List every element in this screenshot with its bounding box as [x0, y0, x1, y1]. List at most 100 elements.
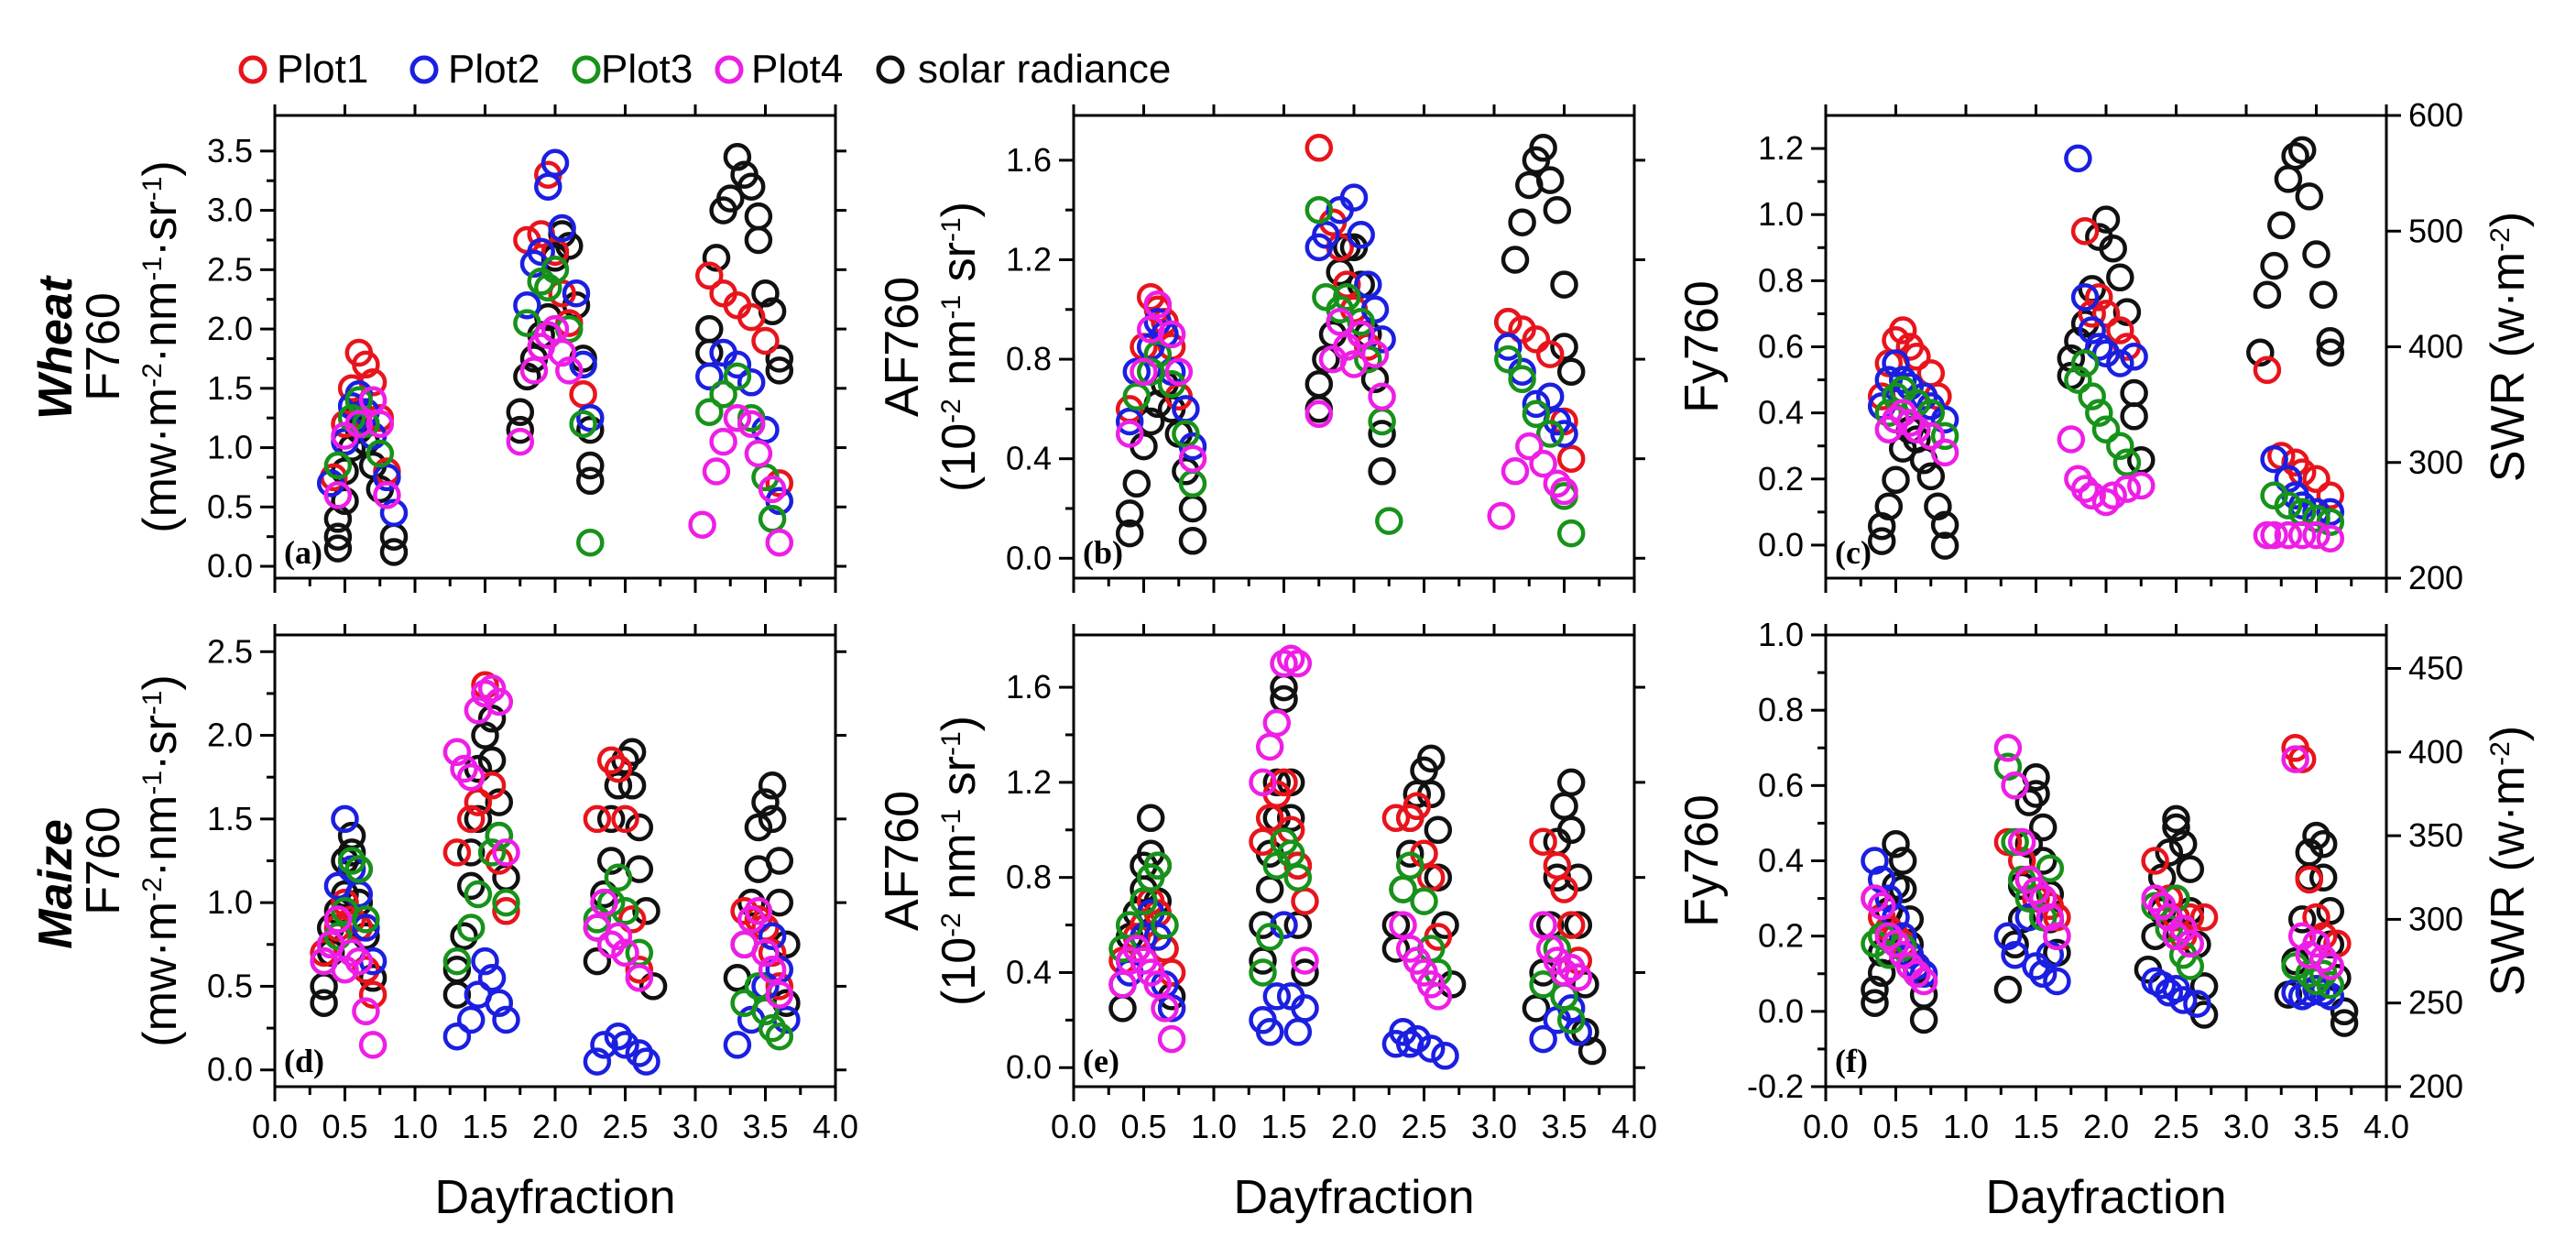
point-solar-radiance [1909, 1005, 1938, 1034]
y-tick-label: 1.2 [1006, 763, 1052, 801]
y-axis-label: Fy760 [1675, 794, 1729, 927]
point-plot3 [1143, 851, 1173, 880]
point-solar-radiance [765, 847, 794, 875]
legend-label-plot4: Plot4 [751, 47, 843, 92]
point-plot1 [737, 302, 766, 332]
point-plot2 [2043, 967, 2071, 996]
point-plot1 [1333, 270, 1361, 299]
point-plot4 [548, 338, 576, 367]
point-plot2 [485, 989, 514, 1017]
point-plot1 [1556, 444, 1586, 473]
point-solar-radiance [506, 415, 535, 444]
x-tick-label: 0.0 [1803, 1108, 1849, 1145]
point-solar-radiance [596, 804, 626, 834]
point-plot4 [2007, 827, 2036, 857]
point-plot4 [1424, 982, 1453, 1011]
point-plot4 [1115, 420, 1144, 448]
point-solar-radiance [2316, 338, 2345, 367]
point-solar-radiance [1136, 407, 1165, 436]
point-plot4 [1151, 994, 1179, 1023]
point-plot2 [1535, 382, 1565, 411]
point-solar-radiance [1861, 975, 1889, 1004]
point-solar-radiance [1888, 434, 1917, 463]
point-plot3 [2078, 382, 2106, 410]
point-plot3 [1347, 308, 1375, 336]
point-plot4 [2309, 945, 2338, 973]
point-plot3 [1354, 345, 1382, 374]
data-points [1867, 136, 2345, 560]
point-solar-radiance [2295, 182, 2324, 211]
point-plot3 [751, 997, 780, 1026]
point-plot3 [1410, 887, 1438, 915]
point-plot1 [2253, 356, 2282, 385]
point-plot3 [2162, 884, 2190, 913]
point-plot2 [611, 1031, 639, 1059]
point-plot2 [583, 1047, 612, 1076]
point-plot4 [2302, 520, 2330, 550]
x-tick-label: 1.0 [1943, 1108, 1989, 1145]
point-solar-radiance [751, 279, 780, 308]
point-plot4 [331, 955, 359, 984]
x-tick-label: 1.0 [1191, 1108, 1237, 1145]
y2-tick-label: 200 [2408, 559, 2463, 596]
legend-item-plot2[interactable]: Plot2 [409, 47, 540, 92]
point-plot2 [2260, 444, 2288, 474]
point-solar-radiance [2168, 829, 2198, 859]
point-solar-radiance [1556, 357, 1586, 386]
point-plot4 [456, 762, 486, 792]
point-plot4 [1564, 963, 1593, 991]
point-plot3 [2085, 399, 2113, 427]
y2-tick-label: 400 [2408, 733, 2463, 771]
legend-item-plot3[interactable]: Plot3 [572, 47, 693, 92]
point-solar-radiance [1108, 994, 1137, 1023]
point-plot4 [590, 888, 618, 917]
point-plot4 [765, 980, 794, 1009]
point-plot4 [442, 738, 472, 767]
legend-item-plot1[interactable]: Plot1 [238, 47, 368, 92]
point-solar-radiance [576, 415, 605, 444]
x-tick-label: 0.5 [1120, 1108, 1166, 1145]
point-plot4 [1130, 357, 1158, 386]
point-solar-radiance [2091, 205, 2121, 234]
legend-item-plot4[interactable]: Plot4 [715, 47, 843, 92]
point-solar-radiance [2316, 326, 2345, 356]
point-plot4 [1903, 415, 1931, 443]
legend-item-solar-radiance[interactable]: solar radiance [876, 47, 1171, 92]
point-solar-radiance [1304, 369, 1334, 399]
x-tick-label: 3.5 [742, 1108, 788, 1145]
point-plot4 [373, 481, 401, 509]
point-plot3 [2302, 504, 2330, 533]
point-plot4 [1262, 708, 1292, 738]
y2-tick-label: 500 [2408, 212, 2463, 249]
point-plot4 [2070, 475, 2100, 503]
point-plot4 [506, 427, 535, 456]
point-plot4 [596, 930, 626, 959]
point-plot2 [331, 804, 359, 834]
point-plot2 [758, 922, 787, 950]
y-axis-label: AF760 [876, 277, 929, 417]
x-tick-label: 1.5 [462, 1108, 508, 1145]
point-solar-radiance [456, 871, 486, 901]
point-plot1 [2078, 300, 2106, 328]
point-solar-radiance [1861, 989, 1889, 1017]
point-plot4 [2316, 952, 2345, 980]
y-axis-unit: (mw·m-2·nm-1·sr-1) [134, 160, 187, 532]
point-solar-radiance [464, 754, 493, 783]
point-solar-radiance [1993, 975, 2023, 1004]
point-plot1 [751, 326, 780, 356]
panel-e: 0.0 0.5 1.0 1.5 2.0 2.5 3.0 3.5 4.0 Dayfraction 0.… [876, 624, 1657, 1224]
point-plot1 [331, 410, 359, 438]
point-solar-radiance [758, 804, 787, 834]
point-plot4 [1347, 320, 1375, 349]
point-plot4 [2078, 481, 2106, 510]
x-tick-label: 3.0 [2223, 1108, 2269, 1145]
point-plot3 [344, 855, 374, 883]
legend-marker-plot3 [572, 55, 601, 84]
point-plot3 [695, 398, 724, 426]
point-solar-radiance [2302, 240, 2330, 268]
point-plot4 [1178, 444, 1207, 473]
y-tick-label: 0.0 [1758, 992, 1804, 1030]
point-plot2 [492, 1005, 520, 1034]
x-tick-label: 4.0 [1611, 1108, 1657, 1145]
point-solar-radiance [1178, 527, 1207, 555]
